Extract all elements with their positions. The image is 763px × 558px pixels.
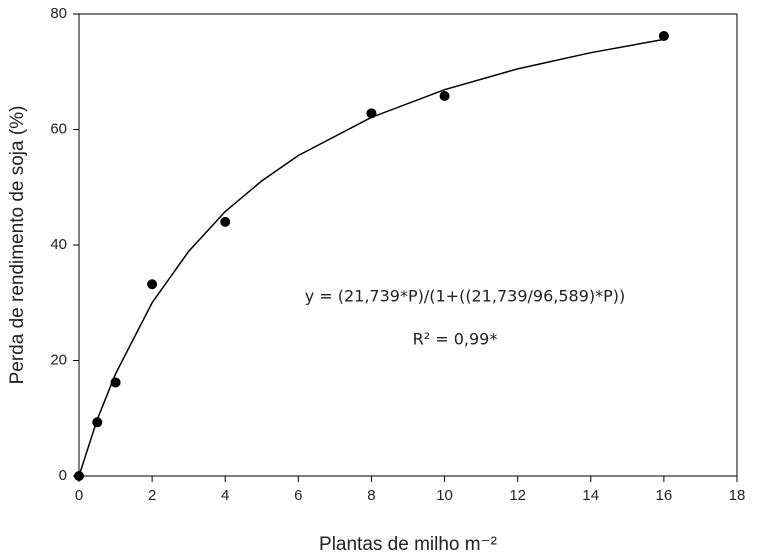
x-tick-label: 16: [656, 487, 673, 504]
x-tick-label: 4: [221, 487, 229, 504]
r-squared: R² = 0,99*: [413, 330, 498, 349]
data-point: [147, 279, 158, 290]
plot-frame: [78, 13, 738, 477]
x-tick-label: 6: [294, 487, 302, 504]
x-tick-label: 18: [729, 487, 746, 504]
data-point: [220, 216, 231, 227]
x-tick-label: 10: [436, 487, 453, 504]
data-point: [439, 91, 450, 102]
y-tick-label: 60: [50, 120, 67, 137]
x-tick-label: 14: [582, 487, 599, 504]
x-tick-label: 0: [75, 487, 83, 504]
fit-curve: [78, 38, 665, 477]
data-point: [658, 30, 669, 41]
x-tick-label: 12: [509, 487, 526, 504]
x-axis-label: Plantas de milho m⁻²: [319, 534, 497, 555]
x-tick-label: 2: [148, 487, 156, 504]
x-tick-label: 8: [367, 487, 375, 504]
y-tick-label: 0: [59, 467, 67, 484]
equation: y = (21,739*P)/(1+((21,739/96,589)*P)): [305, 287, 626, 306]
y-tick-label: 80: [50, 5, 67, 22]
y-axis-label: Perda de rendimento de soja (%): [7, 106, 28, 385]
y-tick-label: 40: [50, 236, 67, 253]
y-tick-label: 20: [50, 351, 67, 368]
